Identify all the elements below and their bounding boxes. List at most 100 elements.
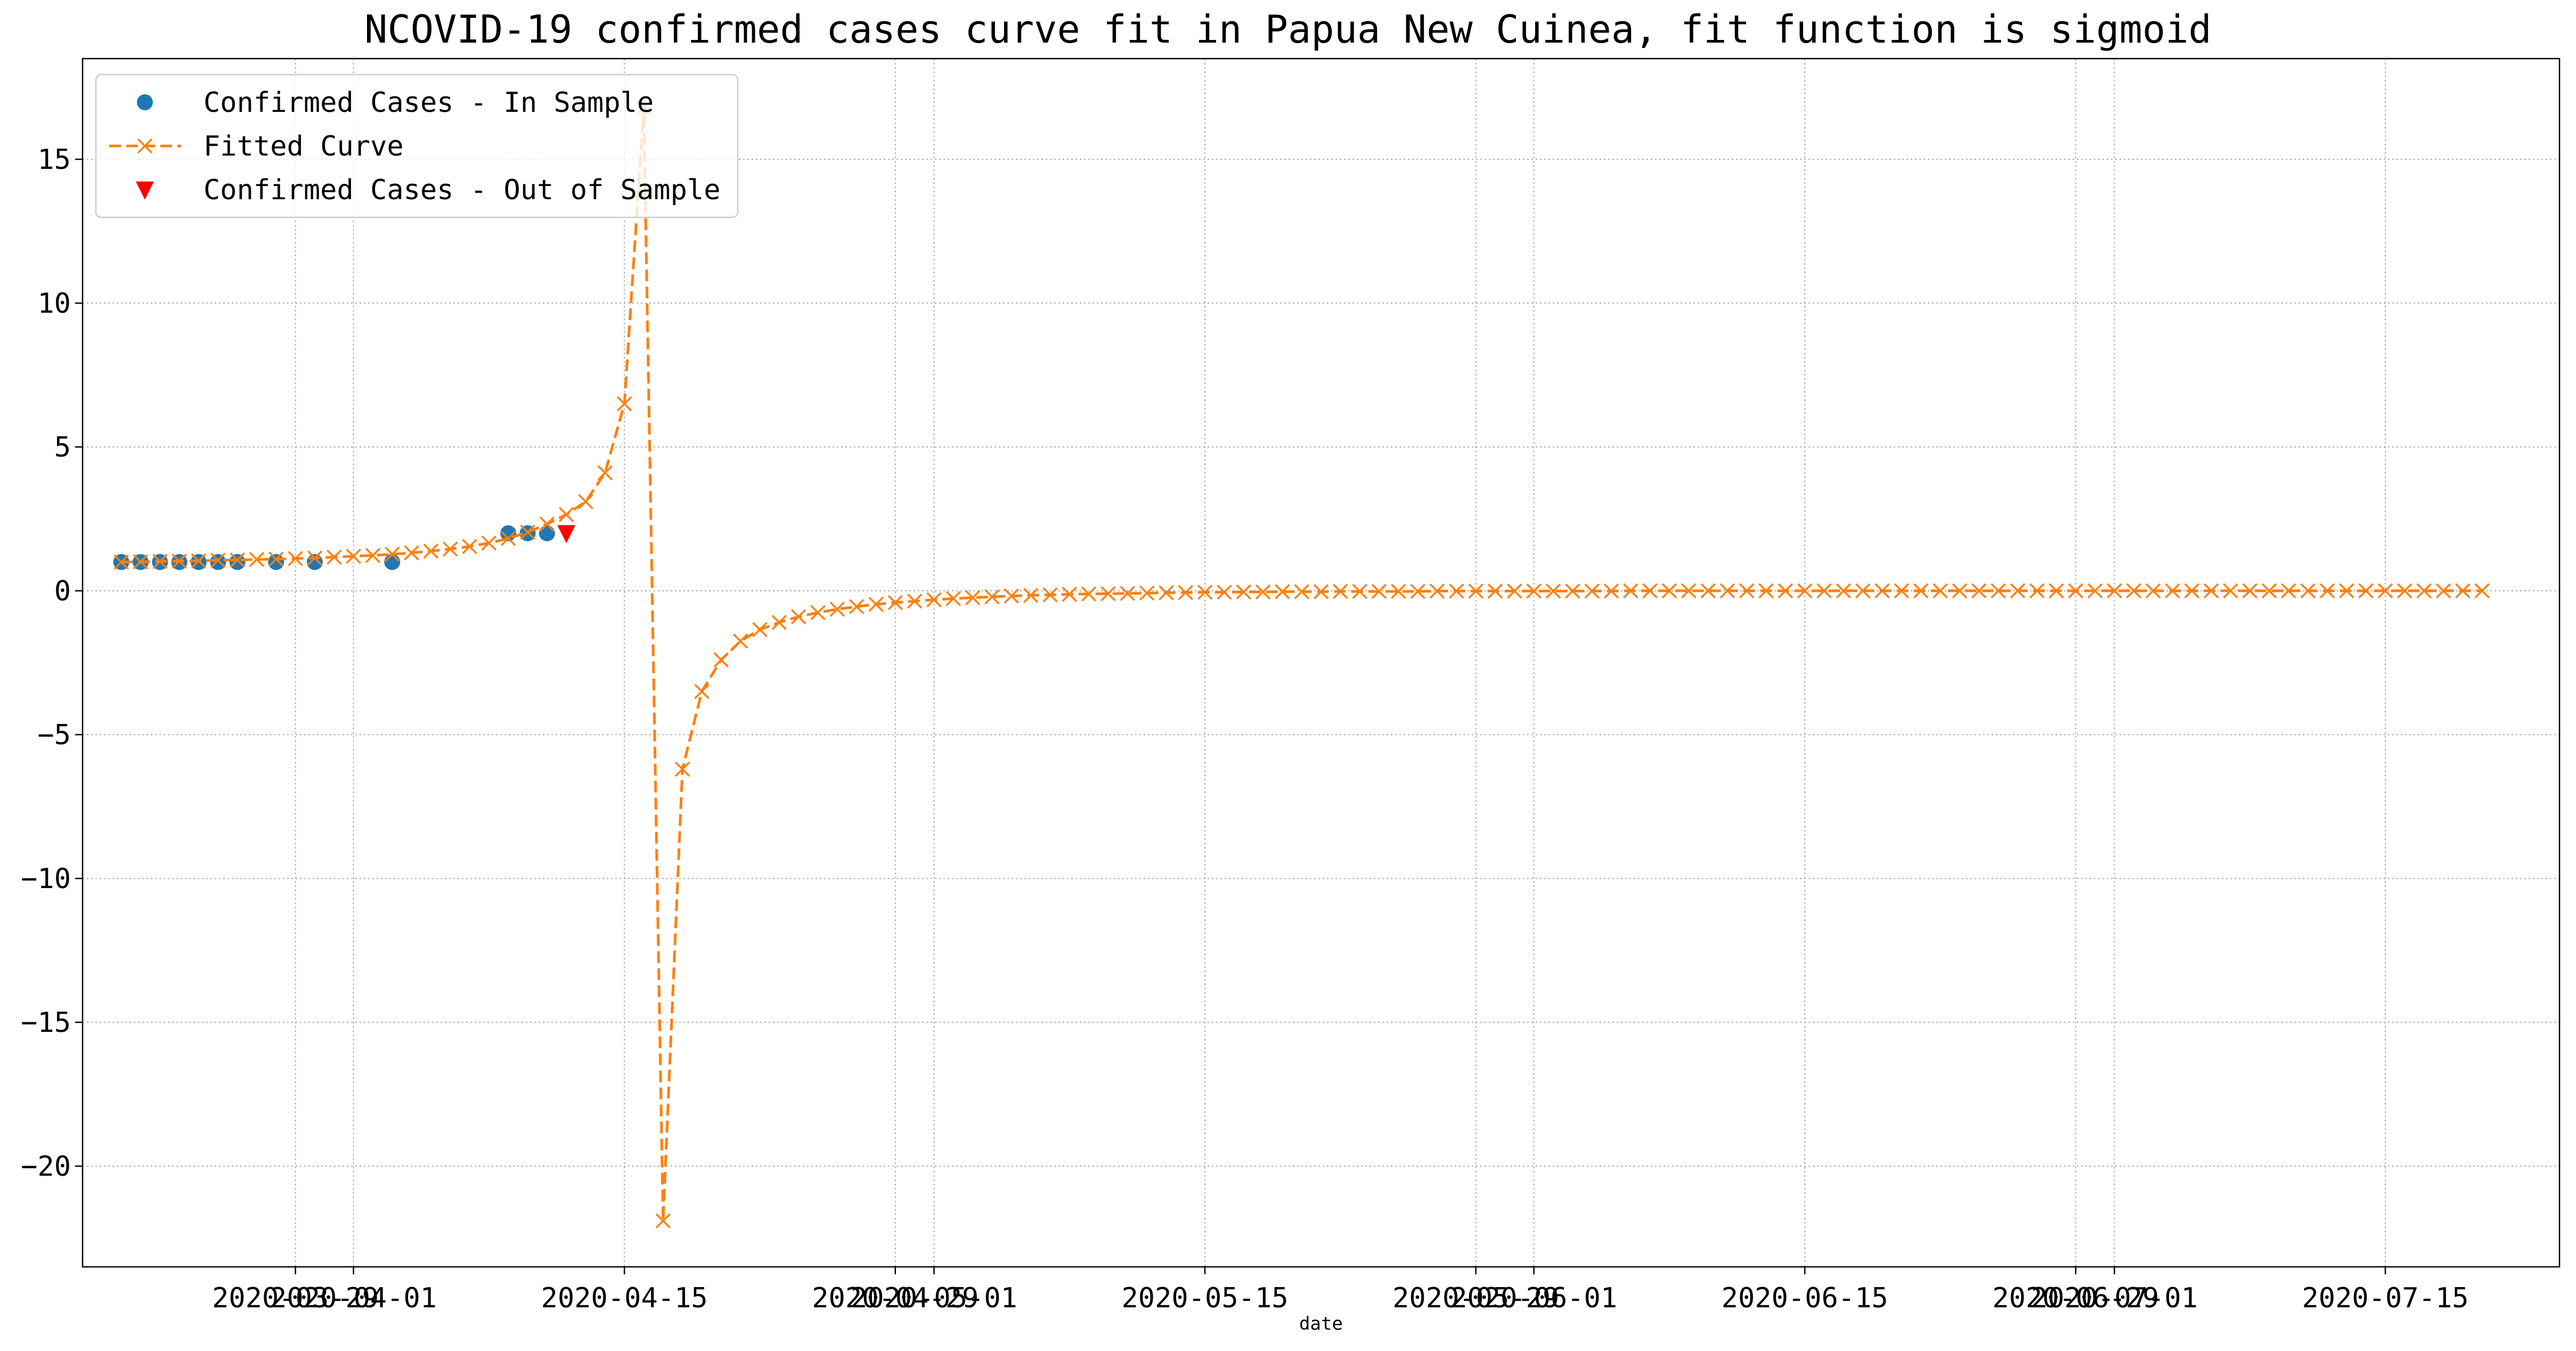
fitted-curve-point: [1236, 584, 1251, 600]
fitted-curve-point: [1410, 583, 1425, 599]
fitted-curve-point: [385, 547, 400, 562]
fitted-curve-point: [2126, 583, 2142, 599]
fitted-curve-point: [1139, 585, 1155, 601]
x-tick-label: 2020-04-01: [270, 1282, 437, 1314]
fitted-curve-point: [2474, 583, 2490, 599]
x-axis-label: date: [1299, 1313, 1343, 1334]
fitted-curve-point: [1739, 583, 1755, 599]
fitted-curve-point: [1062, 587, 1077, 602]
fitted-curve-point: [346, 548, 361, 564]
fitted-curve-point: [365, 548, 381, 563]
fitted-curve-point: [1991, 583, 2006, 599]
x-tick-label: 2020-06-01: [1450, 1282, 1617, 1314]
fitted-curve-point: [1816, 583, 1832, 599]
fitted-curve-point: [1855, 583, 1871, 599]
fitted-curve-point: [1352, 583, 1367, 599]
x-tick-label: 2020-06-15: [1722, 1282, 1888, 1314]
fitted-curve-point: [152, 554, 168, 569]
fitted-curve-point: [442, 541, 458, 557]
x-tick-label: 2020-06-29: [1992, 1282, 2159, 1314]
legend-marker-circle: [137, 94, 153, 110]
fitted-curve-point: [674, 761, 690, 777]
x-tick-label: 2020-05-29: [1392, 1282, 1559, 1314]
fitted-curve-point: [2184, 583, 2200, 599]
legend-marker-x: [137, 138, 153, 154]
fitted-curve-point: [732, 633, 748, 649]
y-tick-label: 10: [37, 288, 71, 320]
fitted-curve-point: [133, 554, 149, 569]
y-tick-label: −5: [37, 719, 71, 751]
fitted-curve-point: [2261, 583, 2277, 599]
fitted-curve-point: [1700, 583, 1716, 599]
fitted-curve-point: [172, 554, 187, 569]
fitted-curve-point: [1313, 584, 1329, 599]
fitted-curve-point: [1836, 583, 1852, 599]
fitted-curve-point: [404, 545, 419, 560]
fitted-curve-point: [597, 465, 613, 481]
fitted-curve-point: [1758, 583, 1774, 599]
fitted-curve-point: [1004, 588, 1019, 604]
chart-title: NCOVID-19 confirmed cases curve fit in P…: [364, 7, 2212, 52]
fitted-curve-point: [462, 539, 477, 555]
fitted-curve-point: [887, 595, 903, 611]
y-tick-label: −20: [21, 1151, 71, 1183]
fitted-curve-point: [2339, 583, 2354, 599]
fitted-curve-point: [1023, 588, 1039, 603]
fitted-curve-point: [520, 524, 535, 540]
fitted-curve-point: [288, 551, 303, 566]
series-0: [113, 525, 555, 570]
fitted-curve-point: [1100, 586, 1116, 601]
in-sample-point: [384, 554, 401, 570]
fitted-curve-point: [2300, 583, 2316, 599]
fitted-curve-point: [1913, 583, 1929, 599]
fitted-curve-point: [1874, 583, 1890, 599]
fitted-curve-point: [810, 605, 826, 621]
fitted-curve-point: [868, 597, 884, 612]
fitted-curve-point: [655, 1213, 671, 1228]
fitted-curve-point: [1933, 583, 1948, 599]
fitted-curve-point: [1159, 585, 1174, 601]
legend-label: Confirmed Cases - In Sample: [203, 87, 654, 119]
fitted-curve-point: [1507, 583, 1522, 599]
fitted-curve-point: [1120, 585, 1135, 601]
fitted-curve-point: [423, 543, 439, 559]
fitted-curve-point: [481, 535, 497, 551]
y-tick-label: −10: [21, 863, 71, 895]
fitted-curve-line: [121, 106, 2482, 1223]
fitted-curve-point: [1042, 587, 1058, 603]
fitted-curve-point: [210, 552, 226, 568]
fitted-curve-point: [1178, 585, 1193, 600]
in-sample-point: [539, 525, 555, 541]
fitted-curve-point: [907, 593, 923, 609]
fitted-curve-point: [1642, 583, 1658, 599]
fitted-curve-point: [1081, 586, 1097, 602]
x-tick-label: 2020-05-01: [851, 1282, 1017, 1314]
fitted-curve-point: [984, 589, 1000, 605]
fitted-curve-point: [307, 550, 323, 566]
y-tick-label: 15: [37, 144, 71, 176]
x-tick-label: 2020-05-15: [1121, 1282, 1288, 1314]
in-sample-point: [210, 554, 226, 570]
fitted-curve-point: [327, 549, 342, 565]
fitted-curve-point: [558, 507, 574, 523]
fitted-curve-point: [1661, 583, 1677, 599]
fitted-curve-point: [500, 531, 516, 546]
y-tick-label: 0: [54, 575, 71, 607]
legend-item: Confirmed Cases - In Sample: [137, 87, 654, 119]
series-2: [557, 525, 576, 543]
fitted-curve-point: [849, 599, 865, 614]
in-sample-point: [229, 554, 246, 570]
fitted-curve-point: [1797, 583, 1813, 599]
fitted-curve-point: [2107, 583, 2122, 599]
fitted-curve-point: [2435, 583, 2451, 599]
fitted-curve-point: [113, 554, 129, 570]
fitted-curve-point: [2029, 583, 2045, 599]
fitted-curve-point: [1217, 584, 1232, 600]
fitted-curve-point: [2145, 583, 2161, 599]
fitted-curve-point: [268, 551, 284, 567]
fitted-curve-point: [230, 552, 245, 568]
fitted-curve-point: [1468, 583, 1483, 599]
y-tick-label: 5: [54, 432, 71, 463]
fitted-curve-point: [790, 609, 806, 624]
